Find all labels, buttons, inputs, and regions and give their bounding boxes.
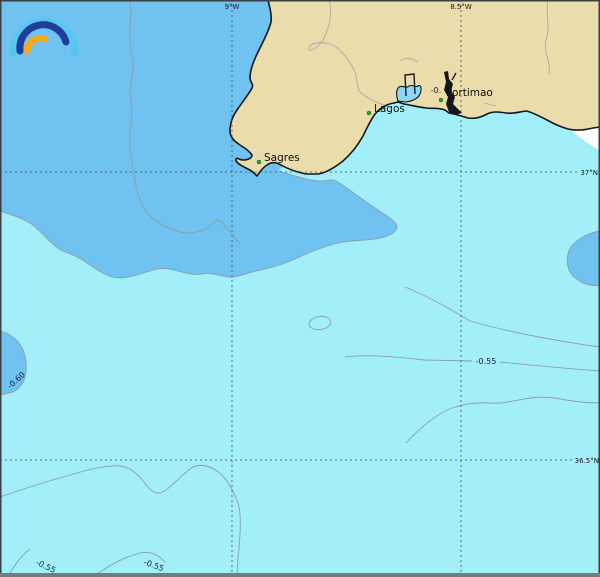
label-9w: 9°W [225,3,240,11]
label-37n: 37°N [580,169,598,177]
frame-top [0,0,600,2]
portimao-dot [438,97,444,103]
inland-line-short-1 [399,58,419,63]
contour-ring [308,315,332,331]
c055-br-label-bg [138,554,172,576]
label-36-5n: 36.5°N [575,457,599,465]
sea-medium-patches [0,230,600,396]
c055-bl-label-bg [30,553,64,577]
hydrography [396,71,462,115]
sea-patch-right [566,230,600,287]
sagres-dot [256,159,262,165]
contour-label-fragment: -0. [431,86,442,95]
c055-mid-label-bg [472,354,500,366]
frame-bottom [0,573,600,577]
coastline-group [229,0,600,177]
graticule-labels: 9°W 8.5°W 37°N 36.5°N [225,3,599,465]
label-8-5w: 8.5°W [450,3,472,11]
logo-arc-inner [23,34,48,55]
lagos-river-channel [404,73,416,97]
lagos-label: Lagos [374,103,405,115]
contour-band-boundary [0,170,398,279]
contour-label-055-mid: -0.55 [476,357,497,366]
lagos-dot [366,110,372,116]
provider-logo [9,18,79,57]
inland-line-main [308,0,393,109]
sea-patch-left [0,330,27,396]
city-markers [256,97,444,165]
contour-line-upper-ocean [129,0,241,245]
lat1-label-bg [578,167,599,176]
contour-line-w2-left [344,355,473,362]
logo-arc-middle [16,21,70,55]
contour-line-bottom-mid [92,552,171,577]
arade-river [444,71,462,115]
frame-left [0,0,2,577]
inland-line-short-2 [544,0,550,75]
sagres-label: Sagres [264,152,300,164]
city-labels: Sagres Lagos Portimao [264,87,493,164]
nodata-white-wedge [571,127,600,151]
arade-river-branch [451,72,457,81]
frame-right [598,0,600,577]
inland-boundary-lines [308,0,550,109]
contour-line-w3 [405,396,600,444]
portimao-label: Portimao [446,87,493,99]
inland-line-short-3 [483,102,497,107]
contour-line-w2-right [499,361,600,372]
contour-line-w1 [404,286,600,348]
contour-line-bottom-long [0,464,241,577]
coastline [229,0,600,177]
lat2-label-bg [573,455,599,464]
